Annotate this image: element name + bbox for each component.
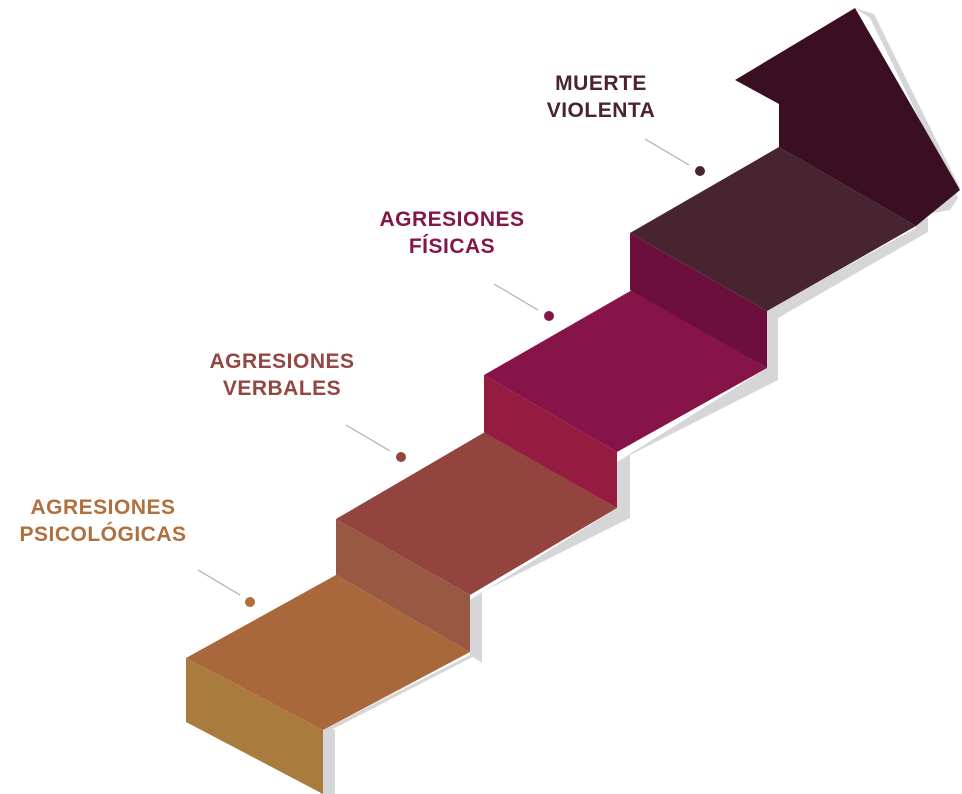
step-2-riser bbox=[336, 519, 470, 652]
marker-dot bbox=[544, 311, 554, 321]
leader-3 bbox=[493, 283, 554, 321]
step-2-top bbox=[336, 432, 617, 595]
step-label-line: MUERTE bbox=[555, 72, 647, 95]
step-1-top bbox=[186, 575, 470, 730]
step-3-riser bbox=[484, 375, 617, 508]
step-label-line: FÍSICAS bbox=[408, 235, 496, 258]
stairs-shadow bbox=[617, 310, 778, 462]
stairs-shadow bbox=[470, 455, 630, 600]
step-1-front bbox=[186, 658, 323, 794]
step-label-fisicas: AGRESIONES FÍSICAS bbox=[360, 206, 544, 260]
leader-2 bbox=[345, 424, 406, 462]
leader-4 bbox=[644, 138, 705, 176]
step-label-muerte-violenta: MUERTE VIOLENTA bbox=[520, 70, 682, 124]
stairs-shadow bbox=[767, 218, 928, 318]
step-label-line: VERBALES bbox=[222, 377, 342, 400]
step-3-top bbox=[484, 290, 767, 452]
stairs-shadow bbox=[320, 722, 335, 794]
arrow-head bbox=[735, 8, 960, 226]
marker-dot bbox=[695, 166, 705, 176]
step-label-line: VIOLENTA bbox=[546, 99, 656, 122]
step-4-top bbox=[630, 147, 916, 311]
step-label-line: AGRESIONES bbox=[379, 208, 525, 231]
step-4-riser bbox=[630, 233, 767, 368]
step-label-psicologicas: AGRESIONES PSICOLÓGICAS bbox=[8, 494, 198, 548]
step-label-line: AGRESIONES bbox=[209, 350, 355, 373]
leader-1 bbox=[197, 569, 255, 607]
step-label-line: PSICOLÓGICAS bbox=[19, 523, 187, 546]
step-label-verbales: AGRESIONES VERBALES bbox=[192, 348, 372, 402]
step-label-line: AGRESIONES bbox=[30, 496, 176, 519]
marker-dot bbox=[245, 597, 255, 607]
marker-dot bbox=[396, 452, 406, 462]
